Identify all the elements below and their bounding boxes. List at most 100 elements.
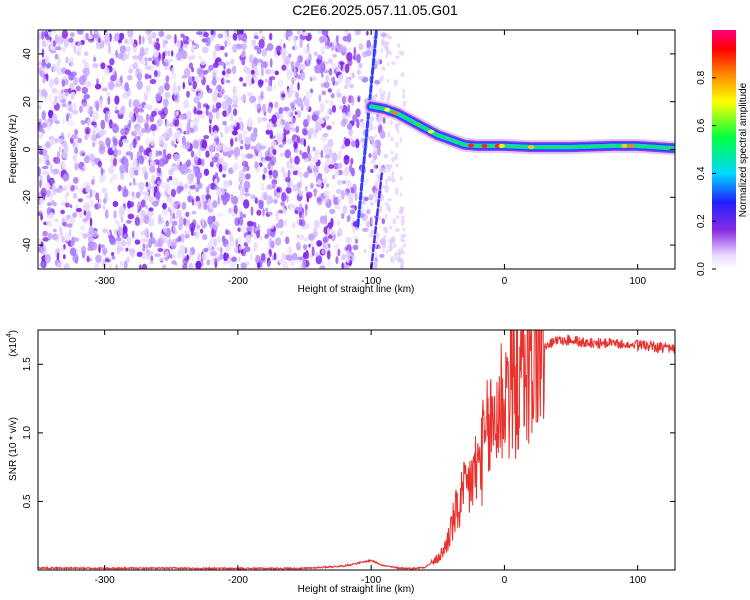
noise-blob xyxy=(68,37,74,43)
noise-blob xyxy=(288,30,292,37)
noise-blob xyxy=(366,39,372,49)
noise-blob xyxy=(337,195,342,205)
noise-blob xyxy=(94,83,102,90)
noise-blob xyxy=(96,78,99,86)
noise-blob xyxy=(111,252,115,256)
noise-blob xyxy=(303,258,306,268)
noise-blob xyxy=(223,94,229,100)
noise-blob xyxy=(305,102,310,111)
noise-blob xyxy=(369,120,373,130)
noise-blob xyxy=(63,185,68,192)
noise-blob xyxy=(144,193,148,202)
noise-blob xyxy=(149,78,157,85)
noise-blob xyxy=(61,30,68,39)
noise-blob xyxy=(296,256,304,261)
noise-blob xyxy=(345,257,350,264)
noise-blob xyxy=(150,255,154,263)
noise-blob xyxy=(347,123,353,131)
noise-blob xyxy=(355,239,358,244)
colorbar-gradient xyxy=(712,30,736,269)
noise-blob xyxy=(186,110,192,120)
noise-blob xyxy=(303,138,306,147)
noise-blob xyxy=(301,127,308,136)
noise-blob xyxy=(200,194,207,201)
snr-series xyxy=(38,330,675,570)
noise-blob xyxy=(279,38,283,46)
noise-blob xyxy=(395,163,399,168)
noise-blob xyxy=(379,117,384,121)
noise-blob xyxy=(55,188,60,193)
noise-blob xyxy=(41,40,47,48)
noise-blob xyxy=(249,251,253,261)
noise-blob xyxy=(172,224,176,233)
noise-blob xyxy=(358,43,364,51)
noise-blob xyxy=(173,81,176,85)
noise-blob xyxy=(129,182,132,187)
noise-blob xyxy=(68,103,73,109)
noise-blob xyxy=(322,178,328,184)
noise-blob xyxy=(202,218,205,226)
noise-blob xyxy=(88,34,93,40)
noise-blob xyxy=(118,139,124,148)
noise-blob xyxy=(319,36,325,44)
noise-blob xyxy=(238,132,243,143)
noise-blob xyxy=(213,185,220,191)
noise-blob xyxy=(398,50,403,56)
noise-blob xyxy=(201,46,209,54)
noise-blob xyxy=(62,173,67,182)
noise-blob xyxy=(240,43,247,50)
noise-blob xyxy=(43,30,49,38)
noise-blob xyxy=(38,238,41,246)
noise-blob xyxy=(394,251,398,259)
noise-blob xyxy=(202,31,209,38)
noise-blob xyxy=(267,106,272,114)
noise-blob xyxy=(116,220,121,229)
noise-blob xyxy=(181,50,188,60)
noise-blob xyxy=(381,66,386,71)
noise-blob xyxy=(348,197,354,205)
noise-blob xyxy=(161,108,165,115)
noise-blob xyxy=(342,118,348,124)
noise-blob xyxy=(221,70,226,76)
noise-blob xyxy=(223,161,228,170)
noise-blob xyxy=(361,227,369,232)
noise-blob xyxy=(54,53,59,60)
noise-blob xyxy=(228,179,233,186)
noise-blob xyxy=(137,208,140,214)
noise-blob xyxy=(212,68,218,78)
noise-blob xyxy=(60,46,67,53)
noise-blob xyxy=(112,200,119,208)
noise-blob xyxy=(130,171,133,180)
noise-blob xyxy=(341,253,346,261)
noise-blob xyxy=(194,230,200,239)
noise-blob xyxy=(380,32,387,38)
noise-blob xyxy=(298,264,304,269)
noise-blob xyxy=(171,260,177,265)
noise-blob xyxy=(38,145,43,150)
noise-blob xyxy=(140,230,145,236)
noise-blob xyxy=(208,144,215,153)
noise-blob xyxy=(149,160,156,168)
noise-blob xyxy=(227,256,232,263)
noise-blob xyxy=(157,166,162,174)
noise-blob xyxy=(263,61,268,69)
noise-blob xyxy=(252,96,257,103)
colorbar-tick-label: 0.2 xyxy=(696,214,707,228)
noise-blob xyxy=(126,236,132,246)
snr-frame xyxy=(37,329,676,571)
noise-blob xyxy=(63,263,70,269)
noise-blob xyxy=(108,44,111,54)
noise-blob xyxy=(305,91,312,100)
noise-blob xyxy=(309,76,313,82)
noise-blob xyxy=(358,62,363,69)
noise-blob xyxy=(366,209,371,215)
noise-blob xyxy=(258,30,264,35)
noise-blob xyxy=(155,150,159,158)
noise-blob xyxy=(150,139,155,147)
noise-blob xyxy=(260,236,263,241)
noise-blob xyxy=(158,30,165,38)
noise-blob xyxy=(337,248,341,257)
noise-blob xyxy=(229,113,234,122)
noise-blob xyxy=(387,208,392,213)
noise-blob xyxy=(304,158,308,163)
